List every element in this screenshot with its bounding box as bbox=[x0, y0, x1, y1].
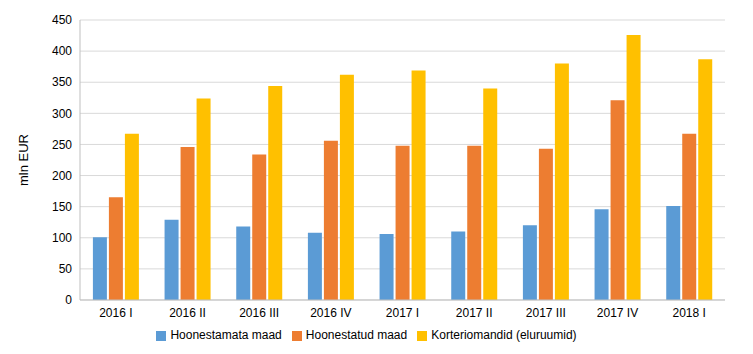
svg-text:2016 I: 2016 I bbox=[99, 306, 132, 320]
svg-text:450: 450 bbox=[52, 13, 72, 27]
svg-text:250: 250 bbox=[52, 138, 72, 152]
svg-text:2016 III: 2016 III bbox=[239, 306, 279, 320]
svg-text:2016 II: 2016 II bbox=[169, 306, 206, 320]
svg-text:2016 IV: 2016 IV bbox=[310, 306, 351, 320]
svg-text:400: 400 bbox=[52, 44, 72, 58]
svg-text:2017 IV: 2017 IV bbox=[597, 306, 638, 320]
svg-text:350: 350 bbox=[52, 75, 72, 89]
svg-text:100: 100 bbox=[52, 231, 72, 245]
svg-text:300: 300 bbox=[52, 107, 72, 121]
svg-text:2018 I: 2018 I bbox=[672, 306, 705, 320]
svg-text:2017 I: 2017 I bbox=[386, 306, 419, 320]
svg-text:2017 III: 2017 III bbox=[526, 306, 566, 320]
svg-text:50: 50 bbox=[59, 262, 73, 276]
svg-text:200: 200 bbox=[52, 169, 72, 183]
html-text:Hoonestatud maad: Hoonestatud maad bbox=[305, 328, 408, 342]
svg-text:2017 II: 2017 II bbox=[456, 306, 493, 320]
html-text:Korteriomandid (eluruumid): Korteriomandid (eluruumid) bbox=[431, 328, 577, 342]
svg-text:150: 150 bbox=[52, 200, 72, 214]
svg-text:mln EUR: mln EUR bbox=[16, 134, 31, 186]
svg-text:0: 0 bbox=[65, 293, 72, 307]
html-text:Hoonestamata maad: Hoonestamata maad bbox=[170, 328, 282, 342]
